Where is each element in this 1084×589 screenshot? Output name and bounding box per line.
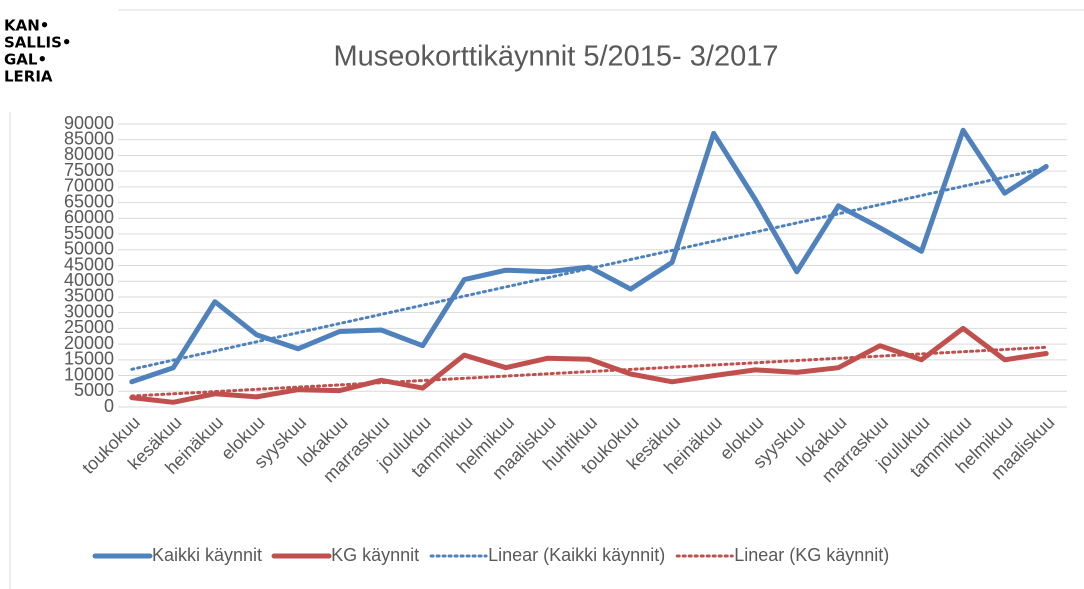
y-tick-label: 55000 xyxy=(64,223,114,243)
chart-title: Museokorttikäynnit 5/2015- 3/2017 xyxy=(334,41,779,73)
y-tick-label: 25000 xyxy=(64,317,114,337)
y-tick-label: 70000 xyxy=(64,176,114,196)
y-tick-label: 50000 xyxy=(64,239,114,259)
trend-line xyxy=(130,345,1048,398)
y-tick-label: 5000 xyxy=(74,380,114,400)
y-tick-label: 45000 xyxy=(64,254,114,274)
y-tick-label: 10000 xyxy=(64,364,114,384)
logo-line: LERIA xyxy=(4,68,53,86)
legend-label: Linear (Kaikki käynnit) xyxy=(488,545,665,565)
logo-line: GAL• xyxy=(4,51,47,69)
y-tick-label: 40000 xyxy=(64,270,114,290)
y-tick-label: 60000 xyxy=(64,207,114,227)
y-tick-label: 65000 xyxy=(64,191,114,211)
y-tick-label: 35000 xyxy=(64,286,114,306)
y-tick-label: 80000 xyxy=(64,144,114,164)
series-line xyxy=(129,127,1049,385)
series-line xyxy=(129,325,1049,405)
logo-line: SALLIS• xyxy=(4,34,72,52)
y-tick-label: 30000 xyxy=(64,301,114,321)
legend-label: KG käynnit xyxy=(331,545,419,565)
logo-line: KAN• xyxy=(4,17,49,35)
legend-label: Kaikki käynnit xyxy=(152,545,262,565)
y-tick-label: 20000 xyxy=(64,333,114,353)
y-tick-label: 90000 xyxy=(64,113,114,133)
y-tick-label: 85000 xyxy=(64,128,114,148)
y-tick-label: 15000 xyxy=(64,349,114,369)
y-tick-label: 0 xyxy=(104,396,114,416)
y-tick-label: 75000 xyxy=(64,160,114,180)
legend-label: Linear (KG käynnit) xyxy=(734,545,889,565)
